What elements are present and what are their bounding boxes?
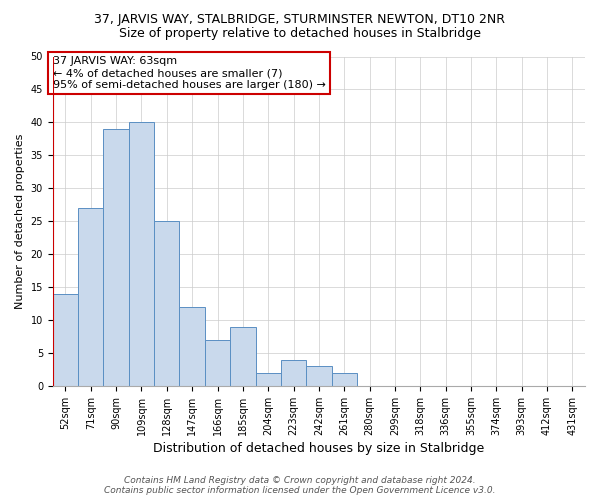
Text: 37, JARVIS WAY, STALBRIDGE, STURMINSTER NEWTON, DT10 2NR: 37, JARVIS WAY, STALBRIDGE, STURMINSTER … [95, 12, 505, 26]
Bar [129, 122, 154, 386]
Bar [281, 360, 306, 386]
X-axis label: Distribution of detached houses by size in Stalbridge: Distribution of detached houses by size … [153, 442, 485, 455]
Bar [306, 366, 332, 386]
Bar [53, 294, 78, 386]
Bar [103, 129, 129, 386]
Bar [179, 307, 205, 386]
Bar [78, 208, 103, 386]
Bar [230, 326, 256, 386]
Bar [256, 373, 281, 386]
Y-axis label: Number of detached properties: Number of detached properties [15, 134, 25, 309]
Text: Size of property relative to detached houses in Stalbridge: Size of property relative to detached ho… [119, 28, 481, 40]
Bar [332, 373, 357, 386]
Bar [154, 221, 179, 386]
Text: 37 JARVIS WAY: 63sqm
← 4% of detached houses are smaller (7)
95% of semi-detache: 37 JARVIS WAY: 63sqm ← 4% of detached ho… [53, 56, 326, 90]
Bar [205, 340, 230, 386]
Text: Contains HM Land Registry data © Crown copyright and database right 2024.
Contai: Contains HM Land Registry data © Crown c… [104, 476, 496, 495]
